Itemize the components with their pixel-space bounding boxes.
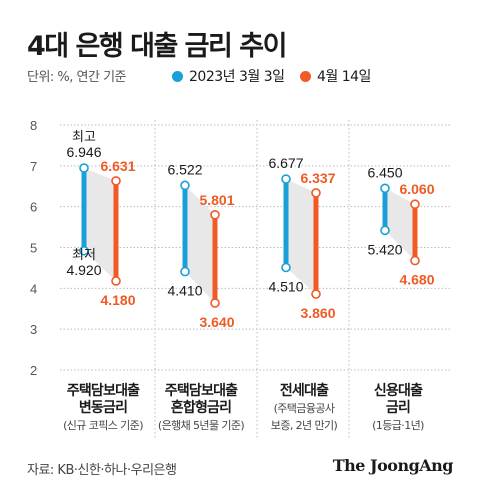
value-label-high-series-2: 6.631 xyxy=(100,158,135,174)
value-label-high-series-2: 5.801 xyxy=(199,192,234,208)
y-tick-label: 6 xyxy=(30,200,37,215)
category-note-2: 보증, 2년 만기) xyxy=(270,419,338,432)
range-shade xyxy=(84,168,116,281)
value-label-low-series-1: 5.420 xyxy=(367,241,402,257)
category-line1: 주택담보대출 xyxy=(164,383,238,399)
value-label-low-series-2: 3.860 xyxy=(300,305,335,321)
value-label-low-series-2: 3.640 xyxy=(199,314,234,330)
point-low-series-2 xyxy=(410,255,420,266)
point-low-series-2 xyxy=(311,289,321,299)
category-line2: 혼합형금리 xyxy=(170,400,232,416)
category-line2: 변동금리 xyxy=(78,400,128,416)
legend-label: 4월 14일 xyxy=(317,69,371,85)
category-line1: 전세대출 xyxy=(279,383,329,399)
value-label-low-series-2: 4.680 xyxy=(399,272,434,288)
y-tick-label: 7 xyxy=(30,159,37,174)
point-low-series-1 xyxy=(180,266,190,277)
legend-dot-blue-icon xyxy=(172,70,183,82)
category-note: (주택금융공사 xyxy=(273,402,335,415)
range-shade xyxy=(286,179,316,295)
value-label-high-series-2: 6.337 xyxy=(300,170,335,186)
point-high-series-2 xyxy=(111,176,121,186)
legend-series-1: 2023년 3월 3일 xyxy=(172,66,285,86)
point-high-series-1 xyxy=(281,174,291,184)
point-high-series-1 xyxy=(180,180,190,191)
category-label-4: 신용대출 금리 (1등급·1년) xyxy=(348,383,448,434)
value-label-low-series-2: 4.180 xyxy=(100,292,135,308)
category-line2: 금리 xyxy=(385,400,411,416)
category-label-1: 주택담보대출 변동금리 (신규 코픽스 기준) xyxy=(53,383,153,434)
chart-title: 4대 은행 대출 금리 추이 xyxy=(27,31,287,62)
value-label-low-series-1: 4.920 xyxy=(66,262,101,278)
point-high-series-2 xyxy=(210,209,220,220)
point-high-series-2 xyxy=(311,188,321,198)
value-label-high-series-2: 6.060 xyxy=(399,181,434,197)
y-tick-label: 3 xyxy=(30,322,37,337)
category-note: (신규 코픽스 기준) xyxy=(63,419,143,432)
annotation-high: 최고 xyxy=(72,129,96,144)
publisher-logo: The JoongAng xyxy=(332,456,454,475)
value-label-high-series-1: 6.677 xyxy=(268,155,303,171)
value-label-low-series-1: 4.510 xyxy=(268,279,303,295)
category-label-3: 전세대출 (주택금융공사 보증, 2년 만기) xyxy=(254,383,354,434)
unit-label: 단위: %, 연간 기준 xyxy=(27,70,127,85)
category-line1: 신용대출 xyxy=(373,383,423,399)
category-label-2: 주택담보대출 혼합형금리 (은행채 5년물 기준) xyxy=(151,383,251,434)
value-label-high-series-1: 6.522 xyxy=(167,161,202,177)
legend-label: 2023년 3월 3일 xyxy=(189,69,285,85)
annotation-low: 최저 xyxy=(72,247,96,262)
legend-series-2: 4월 14일 xyxy=(300,66,371,86)
point-high-series-1 xyxy=(79,163,89,173)
point-low-series-1 xyxy=(79,245,89,256)
value-label-low-series-1: 4.410 xyxy=(167,283,202,299)
point-low-series-2 xyxy=(111,276,121,286)
category-note: (은행채 5년물 기준) xyxy=(157,419,245,432)
value-label-high-series-1: 6.946 xyxy=(66,144,101,160)
category-line1: 주택담보대출 xyxy=(66,383,140,399)
y-tick-label: 4 xyxy=(30,281,37,296)
y-tick-label: 5 xyxy=(30,241,37,256)
point-high-series-1 xyxy=(380,183,390,194)
y-tick-label: 8 xyxy=(30,118,37,133)
point-low-series-1 xyxy=(380,225,390,236)
point-low-series-2 xyxy=(210,298,220,308)
range-shade xyxy=(185,185,215,304)
y-tick-label: 2 xyxy=(30,363,37,378)
category-note: (1등급·1년) xyxy=(372,419,424,432)
point-high-series-2 xyxy=(410,199,420,210)
point-low-series-1 xyxy=(281,262,291,273)
legend-dot-orange-icon xyxy=(300,70,311,82)
value-label-high-series-1: 6.450 xyxy=(367,164,402,180)
source-note: 자료: KB·신한·하나·우리은행 xyxy=(27,463,177,478)
range-shade xyxy=(385,188,415,261)
